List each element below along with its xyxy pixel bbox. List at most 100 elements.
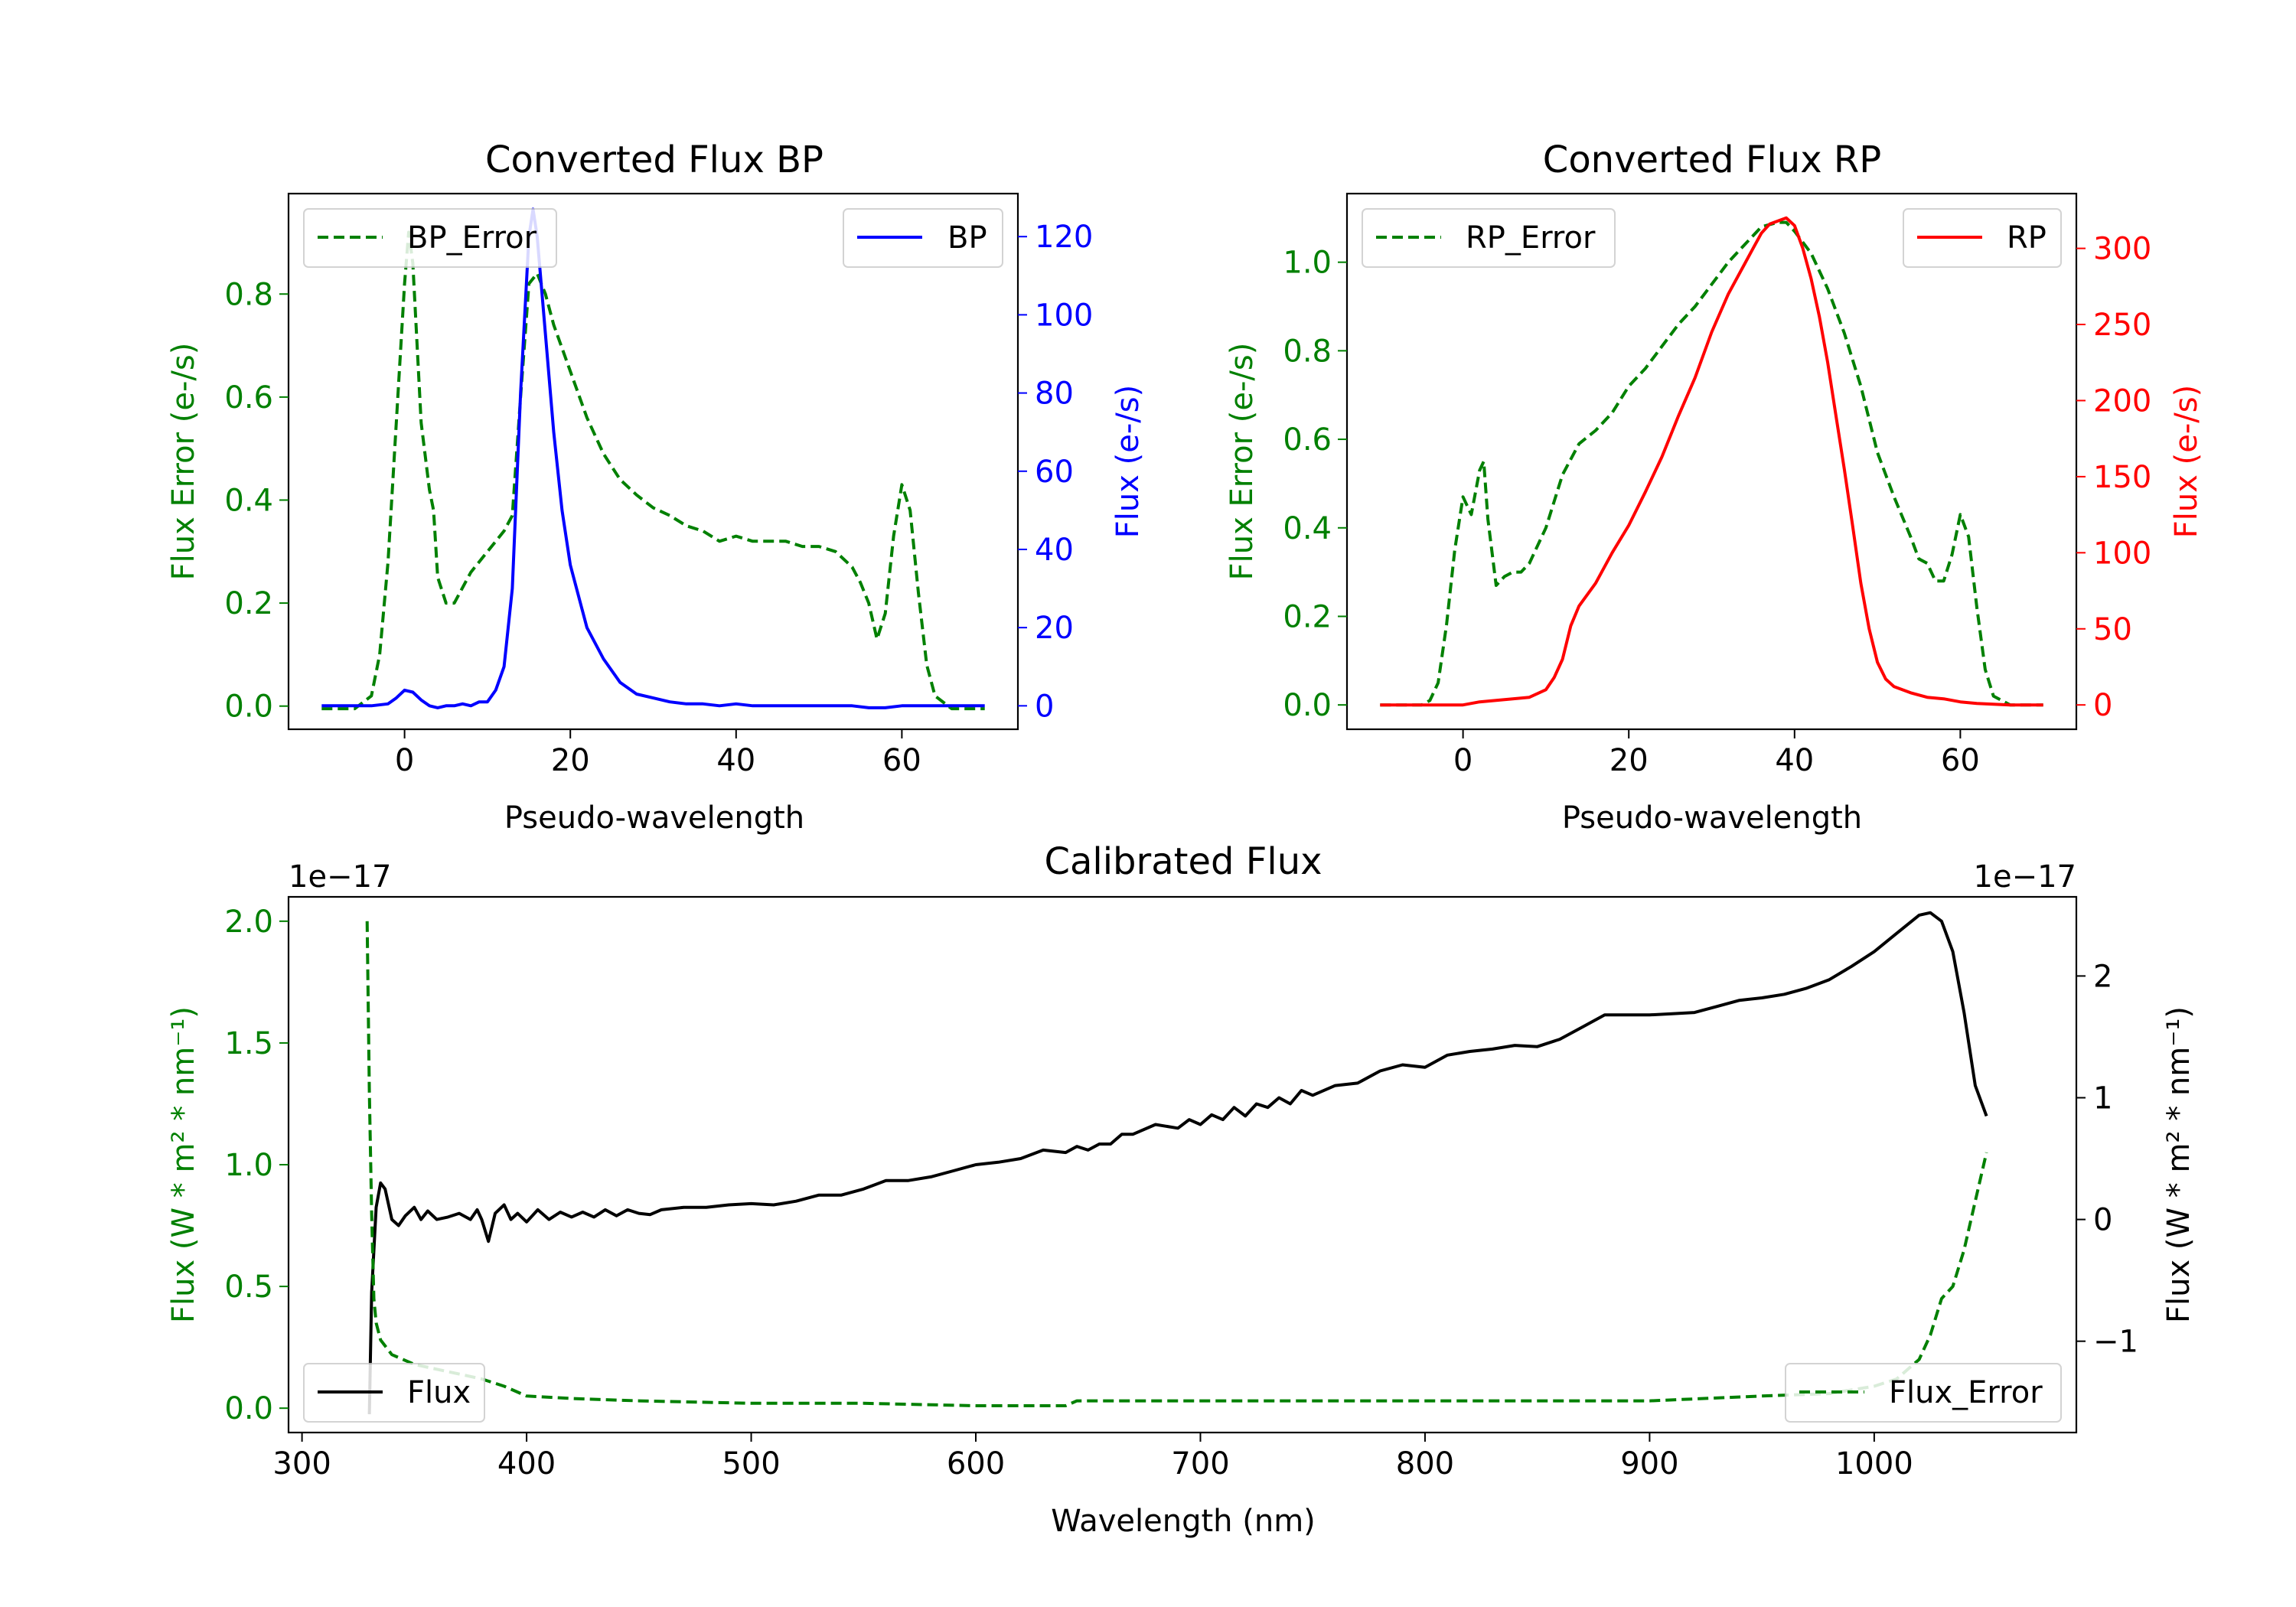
x-tick-label: 600 (947, 1446, 1005, 1482)
y-right-tick-label: 0 (1035, 689, 1054, 724)
y-left-tick-label: 1.0 (1283, 246, 1332, 281)
x-tick-label: 1000 (1835, 1446, 1913, 1482)
rp-plot-area (1380, 216, 2043, 707)
x-tick-label: 60 (882, 743, 921, 778)
calibrated-offset-left: 1e−17 (289, 859, 391, 895)
y-left-tick-label: 0.0 (224, 689, 273, 725)
x-tick-label: 40 (1775, 743, 1814, 778)
y-right-tick-label: 120 (1035, 220, 1093, 255)
y-right-tick-label: 40 (1035, 533, 1074, 568)
y-left-tick-label: 0.2 (224, 586, 273, 621)
series-line-bp (321, 207, 985, 709)
y-left-tick-label: 0.6 (1283, 422, 1332, 458)
calibrated-legend-error: Flux_Error (1785, 1363, 2062, 1423)
y-right-tick-label: 1 (2093, 1081, 2112, 1116)
panel-bp: Converted Flux BP 0 20 40 60 0.00.20.40.60.… (166, 139, 1146, 836)
x-tick-label: 0 (395, 743, 414, 778)
rp-legend-flux: RP (1903, 208, 2062, 268)
y-left-tick-label: 1.5 (224, 1026, 273, 1061)
x-tick-label: 60 (1941, 743, 1980, 778)
y-right-tick-label: 60 (1035, 455, 1074, 490)
rp-legend-label: RP (2007, 220, 2047, 256)
y-right-tick-label: 20 (1035, 611, 1074, 646)
x-tick-label: 0 (1453, 743, 1473, 778)
x-tick-label: 700 (1171, 1446, 1229, 1482)
calibrated-title: Calibrated Flux (1044, 840, 1322, 883)
panel-calibrated: Calibrated Flux 1e−17 1e−17 300 400 500 600… (166, 840, 2197, 1539)
y-left-tick-label: 0.4 (224, 483, 273, 518)
rp-error-legend-label: RP_Error (1466, 220, 1596, 256)
calibrated-axes-frame (287, 895, 2078, 1434)
y-right-tick-label: 0 (2093, 688, 2112, 723)
y-left-tick-label: 0.8 (1283, 334, 1332, 369)
bp-legend-flux: BP (843, 208, 1003, 268)
series-line-rp-error (1380, 220, 2043, 707)
rp-title: Converted Flux RP (1543, 139, 1881, 181)
bp-y-label-right: Flux (e-/s) (1110, 385, 1146, 538)
y-left-tick-label: 2.0 (224, 905, 273, 940)
x-tick-label: 40 (716, 743, 755, 778)
bp-legend-label: BP (947, 220, 987, 256)
series-line-flux-error (365, 921, 1988, 1407)
y-right-tick-label: 300 (2093, 232, 2151, 267)
series-line-rp (1380, 216, 2043, 707)
bp-error-legend-label: BP_Error (407, 220, 537, 256)
series-line-flux (367, 911, 1988, 1415)
bp-y-ticks-right: 0 20 40 60 80 100 120 (1018, 220, 1093, 724)
bp-legend-error: BP_Error (303, 208, 557, 268)
calibrated-x-label: Wavelength (nm) (1051, 1504, 1316, 1539)
y-right-tick-label: 150 (2093, 460, 2151, 495)
x-tick-label: 500 (722, 1446, 780, 1482)
rp-x-ticks: 0 20 40 60 (1453, 729, 1980, 778)
y-left-tick-label: 0.6 (224, 380, 273, 416)
series-line-bp-error (321, 230, 985, 711)
panel-rp: Converted Flux RP 0 20 40 60 0.00.20.40.60.… (1225, 139, 2204, 836)
bp-y-label-left: Flux Error (e-/s) (166, 343, 201, 581)
y-left-tick-label: 1.0 (224, 1148, 273, 1183)
y-left-tick-label: 0.0 (224, 1391, 273, 1426)
bp-axes-frame (287, 192, 1019, 731)
y-right-tick-label: −1 (2093, 1325, 2138, 1360)
y-right-tick-label: 100 (1035, 298, 1093, 333)
x-tick-label: 300 (272, 1446, 331, 1482)
y-right-tick-label: 50 (2093, 612, 2132, 647)
flux-legend-label: Flux (407, 1375, 471, 1410)
rp-legend-error: RP_Error (1362, 208, 1616, 268)
calibrated-y-ticks-left: 0.0 0.5 1.0 1.5 2.0 (224, 905, 289, 1426)
x-tick-label: 900 (1620, 1446, 1678, 1482)
y-right-tick-label: 100 (2093, 536, 2151, 571)
y-left-tick-label: 0.8 (224, 277, 273, 312)
rp-y-ticks-right: 0 50 100 150 200 250 300 (2076, 232, 2151, 723)
rp-axes-frame (1345, 192, 2078, 731)
x-tick-label: 400 (497, 1446, 556, 1482)
x-tick-label: 20 (1609, 743, 1649, 778)
x-tick-label: 800 (1396, 1446, 1454, 1482)
y-left-tick-label: 0.5 (224, 1270, 273, 1305)
rp-y-ticks-left: 0.0 0.2 0.4 0.6 0.8 1.0 (1283, 246, 1347, 723)
bp-plot-area (321, 207, 985, 711)
bp-title: Converted Flux BP (485, 139, 823, 181)
calibrated-y-ticks-right: −1 0 1 2 (2076, 959, 2138, 1360)
x-tick-label: 20 (551, 743, 590, 778)
calibrated-offset-right: 1e−17 (1974, 859, 2076, 895)
y-right-tick-label: 80 (1035, 376, 1074, 412)
rp-y-label-right: Flux (e-/s) (2169, 385, 2204, 538)
rp-y-label-left: Flux Error (e-/s) (1225, 343, 1260, 581)
y-right-tick-label: 2 (2093, 959, 2112, 994)
bp-x-ticks: 0 20 40 60 (395, 729, 921, 778)
calibrated-y-label-left: Flux (W * m² * nm⁻¹) (166, 1006, 201, 1323)
calibrated-y-label-right: Flux (W * m² * nm⁻¹) (2161, 1006, 2197, 1323)
bp-x-label: Pseudo-wavelength (504, 800, 804, 836)
bp-y-ticks-left: 0.0 0.2 0.4 0.6 0.8 (224, 277, 289, 725)
y-right-tick-label: 250 (2093, 308, 2151, 343)
y-left-tick-label: 0.4 (1283, 511, 1332, 546)
calibrated-legend-flux: Flux (303, 1363, 485, 1423)
y-left-tick-label: 0.2 (1283, 599, 1332, 634)
y-right-tick-label: 0 (2093, 1203, 2112, 1238)
rp-x-label: Pseudo-wavelength (1562, 800, 1862, 836)
y-left-tick-label: 0.0 (1283, 688, 1332, 723)
flux-error-legend-label: Flux_Error (1889, 1375, 2043, 1410)
calibrated-plot-area (365, 911, 1988, 1415)
y-right-tick-label: 200 (2093, 383, 2151, 419)
